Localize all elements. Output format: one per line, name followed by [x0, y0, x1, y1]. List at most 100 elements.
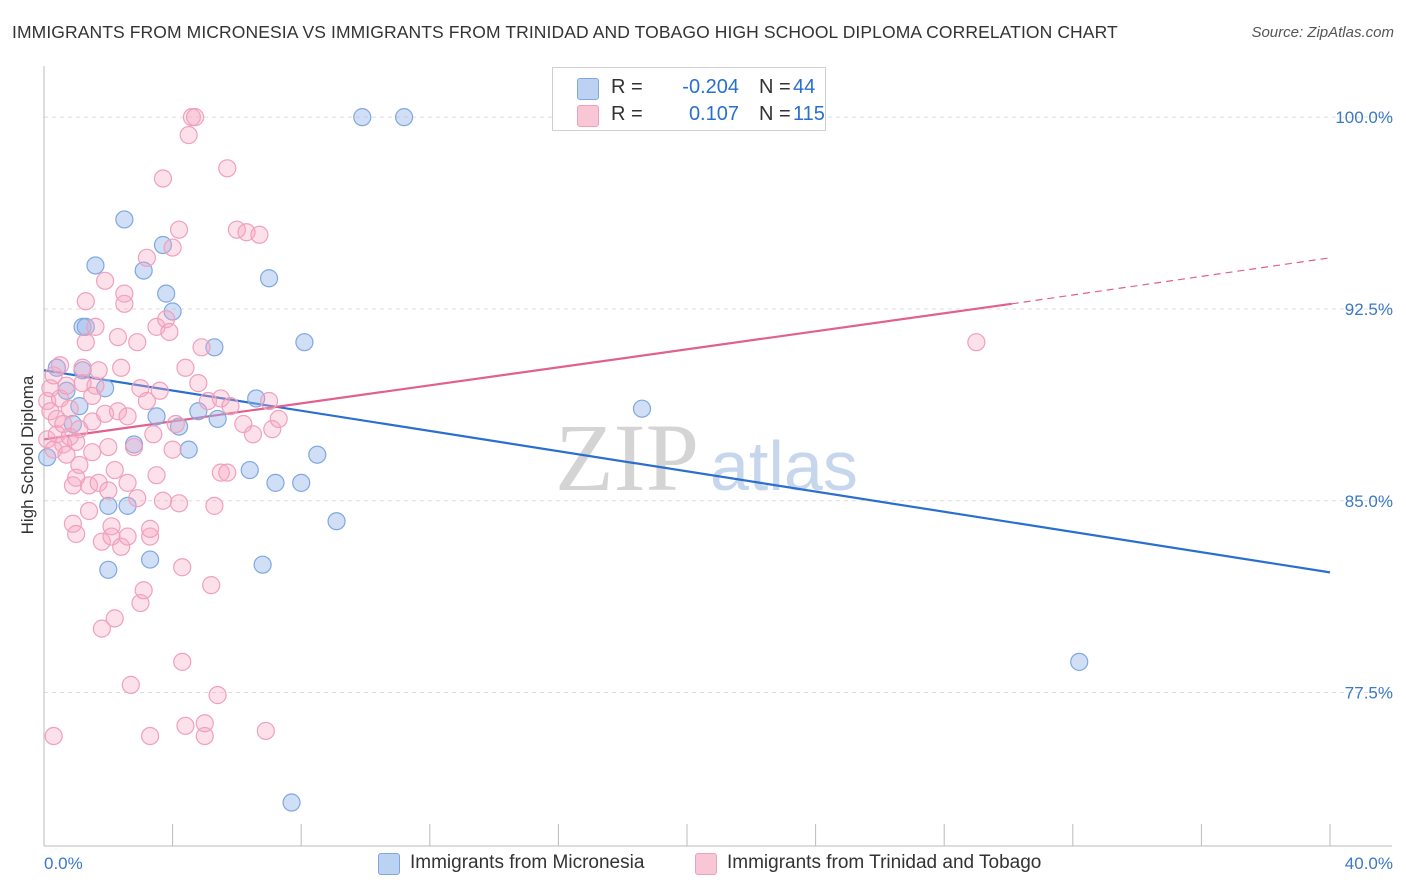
chart-title: IMMIGRANTS FROM MICRONESIA VS IMMIGRANTS… — [12, 22, 1118, 42]
trinidad-point — [189, 374, 208, 393]
trinidad-point — [221, 397, 240, 416]
trinidad-point — [195, 726, 214, 746]
trinidad-point — [44, 366, 63, 385]
micronesia-point — [208, 409, 227, 429]
legend-n-value: 44 — [793, 76, 816, 98]
micronesia-point — [157, 284, 176, 303]
trinidad-point — [176, 716, 195, 735]
legend-n-label: N = — [759, 76, 791, 98]
trinidad-point — [60, 399, 79, 418]
trinidad-point — [173, 558, 192, 577]
micronesia-point — [632, 399, 652, 418]
legend-swatch-pink — [577, 105, 599, 127]
trinidad-point — [76, 292, 95, 311]
trinidad-point — [144, 425, 163, 444]
trinidad-point — [92, 532, 111, 551]
legend-swatch-blue — [577, 78, 599, 100]
micronesia-point — [118, 496, 137, 515]
trinidad-point — [137, 391, 156, 411]
trinidad-point — [128, 333, 147, 352]
trinidad-point — [99, 437, 118, 457]
trinidad-point — [169, 494, 189, 513]
trinidad-point — [83, 386, 102, 406]
micronesia-point — [179, 440, 198, 459]
trinidad-point — [153, 169, 173, 188]
trinidad-point — [118, 527, 137, 546]
trinidad-point — [108, 402, 128, 421]
micronesia-point — [295, 333, 314, 352]
trinidad-point — [99, 481, 118, 500]
bottom-legend-label: Immigrants from Trinidad and Tobago — [727, 852, 1042, 873]
grid-lines — [44, 116, 1392, 694]
micronesia-point — [99, 496, 118, 515]
trinidad-point — [150, 381, 169, 400]
micronesia-point — [115, 210, 134, 229]
data-points — [38, 108, 1089, 812]
trinidad-point — [112, 358, 131, 377]
tick-labels: 77.5% 85.0% 92.5% 100.0% 0.0% 40.0% — [44, 108, 1393, 873]
trinidad-point — [153, 491, 173, 510]
trinidad-point — [118, 407, 137, 426]
micronesia-point — [327, 512, 346, 531]
bottom-legend-swatch-blue — [378, 853, 400, 875]
micronesia-point — [282, 793, 301, 812]
trinidad-point — [102, 517, 121, 536]
trinidad-point — [86, 376, 105, 395]
trinidad-point — [115, 294, 134, 313]
micronesia-point — [253, 555, 272, 574]
legend-n-value: 115 — [793, 103, 825, 125]
trinidad-point — [67, 524, 86, 544]
trinidad-point — [95, 271, 115, 290]
trinidad-point — [121, 675, 140, 694]
trinidad-point — [76, 333, 95, 352]
legend-r-label: R = — [611, 103, 643, 125]
trinidad-point — [211, 463, 230, 482]
trinidad-point — [57, 445, 76, 464]
x-tick-label: 0.0% — [44, 854, 83, 873]
trinidad-point — [89, 361, 108, 380]
trinidad-point — [211, 389, 230, 408]
micronesia-point — [308, 445, 327, 464]
trinidad-point — [192, 338, 211, 357]
trinidad-point — [118, 473, 137, 492]
trinidad-point — [202, 576, 221, 595]
axes — [43, 66, 1392, 847]
trinidad-point — [108, 327, 128, 347]
micronesia-point — [353, 108, 372, 127]
y-tick-label: 92.5% — [1345, 300, 1393, 319]
legend-r-value: -0.204 — [682, 76, 739, 98]
trinidad-point — [195, 714, 214, 733]
micronesia-point — [99, 560, 118, 579]
trinidad-point — [38, 430, 57, 449]
trinidad-point — [173, 652, 192, 671]
micronesia-point — [266, 473, 285, 492]
trinidad-point — [163, 238, 182, 257]
trinidad-point — [83, 443, 102, 462]
micronesia-point — [292, 473, 311, 492]
legend-n-label: N = — [759, 103, 791, 125]
trinidad-point — [57, 376, 76, 395]
micronesia-point — [76, 317, 95, 336]
trinidad-point — [73, 358, 92, 377]
y-tick-label: 100.0% — [1335, 108, 1393, 127]
micronesia-point — [205, 338, 224, 357]
micronesia-point — [140, 550, 160, 569]
trinidad-point — [105, 460, 124, 480]
micronesia-point — [1070, 652, 1089, 671]
trinidad-point — [160, 322, 179, 342]
correlation-legend: R = -0.204 N = 44 R = 0.107 N = 115 — [552, 67, 826, 131]
trinidad-point — [44, 726, 63, 746]
trinidad-point — [269, 409, 288, 429]
bottom-legend-swatch-pink — [695, 853, 717, 875]
micronesia-point — [86, 256, 105, 275]
trinidad-point — [263, 420, 282, 439]
trinidad-point — [63, 514, 83, 533]
trinidad-point — [105, 609, 124, 628]
trinidad-point — [208, 686, 227, 705]
y-tick-label: 77.5% — [1345, 684, 1393, 703]
trinidad-point — [124, 437, 144, 457]
trinidad-point — [137, 248, 156, 267]
trinidad-point — [179, 125, 198, 145]
micronesia-point — [240, 460, 259, 480]
